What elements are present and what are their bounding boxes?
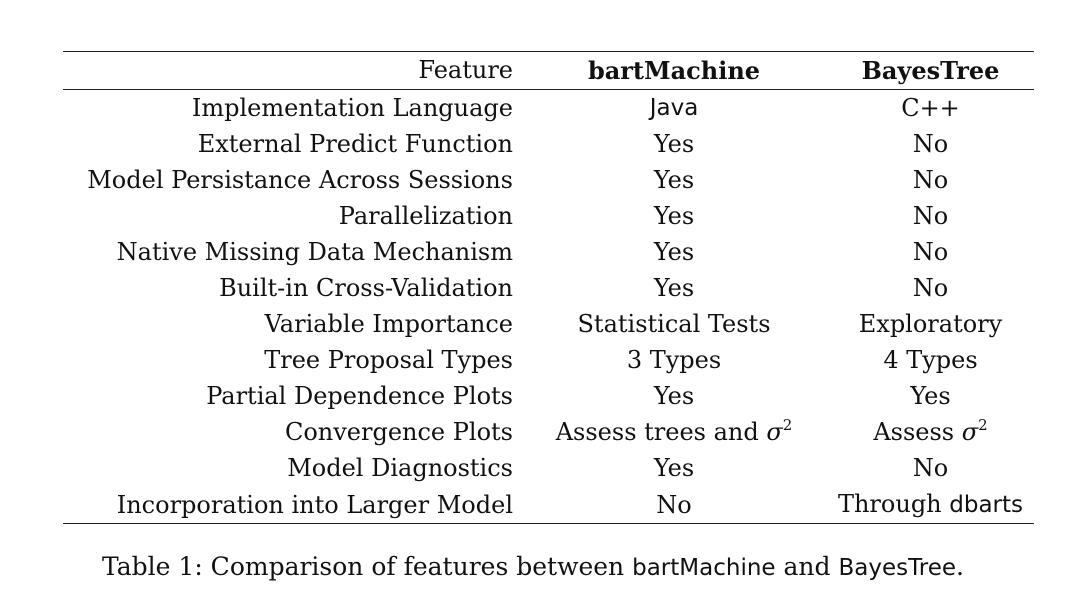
header-bayestree: BayesTree	[861, 56, 1000, 85]
bayestree-value: 4 Types	[883, 346, 978, 374]
feature-name: Implementation Language	[191, 94, 513, 122]
table-row: Model Persistance Across Sessions Yes No	[63, 162, 1034, 198]
bartmachine-value: Assess trees and σ2	[521, 414, 827, 450]
feature-comparison-table: Feature bartMachine BayesTree Implementa…	[63, 51, 1034, 524]
bartmachine-value: Yes	[653, 382, 695, 410]
bayestree-value: No	[912, 454, 949, 482]
table-caption: Table 1: Comparison of features between …	[0, 550, 1066, 585]
sigma-symbol: σ	[961, 418, 979, 446]
feature-name: Variable Importance	[264, 310, 513, 338]
table-row: Partial Dependence Plots Yes Yes	[63, 378, 1034, 414]
feature-name: Convergence Plots	[284, 418, 513, 446]
bartmachine-value: No	[656, 490, 692, 519]
feature-name: Tree Proposal Types	[264, 346, 513, 374]
bartmachine-value: Yes	[653, 274, 695, 302]
table-row: External Predict Function Yes No	[63, 126, 1034, 162]
bayestree-value: No	[912, 130, 949, 158]
table-row: Native Missing Data Mechanism Yes No	[63, 234, 1034, 270]
bartmachine-value: Java	[649, 95, 699, 121]
bartmachine-value: Yes	[653, 202, 695, 230]
caption-package-a: bartMachine	[632, 555, 776, 581]
feature-name: Built-in Cross-Validation	[219, 274, 513, 302]
feature-name: Model Persistance Across Sessions	[87, 166, 513, 194]
feature-name: Model Diagnostics	[287, 454, 513, 482]
feature-name: Incorporation into Larger Model	[116, 490, 513, 519]
value-text: Assess trees and	[555, 418, 767, 446]
caption-text: and	[775, 552, 839, 581]
bartmachine-value: Yes	[653, 166, 695, 194]
feature-name: External Predict Function	[197, 130, 513, 158]
bayestree-value: No	[912, 202, 949, 230]
caption-text: Table 1: Comparison of features between	[102, 552, 633, 581]
table-row: Parallelization Yes No	[63, 198, 1034, 234]
exponent: 2	[782, 416, 793, 434]
header-row: Feature bartMachine BayesTree	[63, 51, 1034, 90]
table-header: Feature bartMachine BayesTree	[63, 51, 1034, 90]
feature-name: Parallelization	[338, 202, 513, 230]
table-row: Implementation Language Java C++	[63, 90, 1034, 127]
bayestree-value: Exploratory	[858, 310, 1003, 338]
header-bartmachine: bartMachine	[587, 56, 761, 85]
bayestree-value: No	[912, 238, 949, 266]
value-text: Assess	[873, 418, 962, 446]
value-text: Through	[837, 490, 950, 518]
table-row: Variable Importance Statistical Tests Ex…	[63, 306, 1034, 342]
table-body: Implementation Language Java C++ Externa…	[63, 90, 1034, 524]
bartmachine-value: Yes	[653, 130, 695, 158]
bayestree-value: Assess σ2	[827, 414, 1034, 450]
table-row: Convergence Plots Assess trees and σ2 As…	[63, 414, 1034, 450]
bayestree-value: C++	[901, 94, 960, 122]
bayestree-value: Through dbarts	[827, 486, 1034, 524]
bartmachine-value: Statistical Tests	[577, 310, 771, 338]
bayestree-value: No	[912, 274, 949, 302]
bartmachine-value: Yes	[653, 454, 695, 482]
header-feature: Feature	[418, 56, 513, 84]
bartmachine-value: 3 Types	[626, 346, 722, 374]
bayestree-value: Yes	[910, 382, 951, 410]
table-row: Incorporation into Larger Model No Throu…	[63, 486, 1034, 524]
package-name: dbarts	[949, 492, 1024, 518]
feature-name: Native Missing Data Mechanism	[116, 238, 513, 266]
caption-package-b: BayesTree	[838, 555, 957, 581]
exponent: 2	[978, 416, 988, 434]
sigma-symbol: σ	[766, 418, 783, 446]
table-row: Built-in Cross-Validation Yes No	[63, 270, 1034, 306]
caption-text: .	[956, 552, 964, 581]
bartmachine-value: Yes	[653, 238, 695, 266]
feature-name: Partial Dependence Plots	[206, 382, 513, 410]
table-row: Model Diagnostics Yes No	[63, 450, 1034, 486]
feature-comparison-table-container: Feature bartMachine BayesTree Implementa…	[63, 51, 1034, 524]
bayestree-value: No	[912, 166, 949, 194]
table-row: Tree Proposal Types 3 Types 4 Types	[63, 342, 1034, 378]
